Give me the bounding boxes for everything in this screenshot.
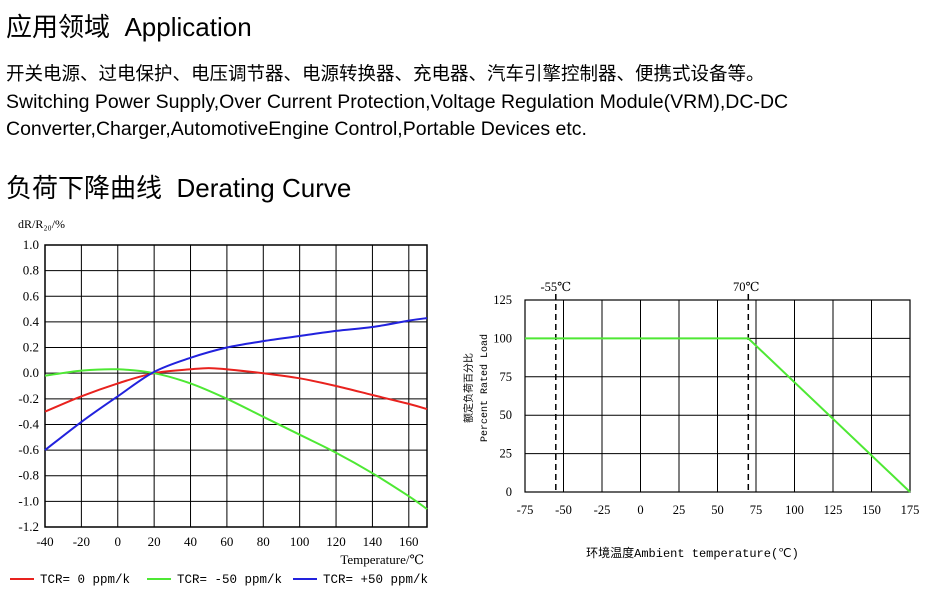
application-text-cn: 开关电源、过电保护、电压调节器、电源转换器、充电器、汽车引擎控制器、便携式设备等…	[6, 63, 765, 84]
x-tick-label: -25	[594, 503, 611, 517]
x-tick-label: 175	[901, 503, 920, 517]
y-tick-label: -0.2	[18, 391, 39, 406]
marker-label-1: -55℃	[540, 280, 571, 294]
y-tick-label: 125	[493, 293, 512, 307]
grid	[44, 244, 428, 528]
y-tick-label: 0.4	[23, 314, 40, 329]
y-tick-label: 1.0	[23, 237, 39, 252]
application-heading: 应用领域 Application	[6, 12, 252, 42]
application-text-en-line2: Converter,Charger,AutomotiveEngine Contr…	[6, 118, 587, 140]
derating-load-chart: -55℃ 70℃ 0 25 50 75 100 125 -75 -50 -25 0 25 50 75 100 1…	[462, 280, 920, 561]
x-tick-label: 150	[862, 503, 881, 517]
y-tick-label: 75	[500, 370, 513, 384]
x-tick-label: 80	[257, 534, 270, 549]
series-line-tcr-0	[44, 367, 428, 413]
legend-label-tcr-minus-50: TCR= -50 ppm/k	[177, 573, 282, 587]
grid	[524, 299, 911, 493]
y-tick-label: 0.2	[23, 340, 39, 355]
x-tick-label: 50	[711, 503, 724, 517]
application-title-en: Application	[124, 12, 252, 42]
x-tick-label: 125	[824, 503, 843, 517]
y-axis-label: dR/R₂₀/%	[18, 217, 65, 231]
y-tick-label: -1.0	[18, 493, 39, 508]
tcr-resistance-chart: 1.0 0.8 0.6 0.4 0.2 0.0 -0.2 -0.4 -0.6 -0.8 -1.0 -1…	[10, 217, 428, 587]
derating-heading: 负荷下降曲线 Derating Curve	[6, 173, 351, 203]
x-tick-label: 60	[220, 534, 233, 549]
x-axis-label: Temperature/℃	[340, 552, 424, 567]
derating-title-en: Derating Curve	[176, 173, 352, 203]
x-tick-label: 0	[115, 534, 122, 549]
x-tick-label: 25	[673, 503, 686, 517]
y-tick-label: 0.8	[23, 263, 39, 278]
series-line-tcr-minus-50	[44, 368, 428, 510]
y-tick-label: 50	[500, 408, 513, 422]
marker-label-2: 70℃	[733, 280, 760, 294]
x-tick-label: 100	[785, 503, 804, 517]
x-tick-label: 75	[750, 503, 763, 517]
derating-series-line	[525, 337, 911, 493]
derating-title-cn: 负荷下降曲线	[6, 173, 163, 203]
x-tick-label: 140	[363, 534, 383, 549]
x-axis-label: 环境温度Ambient temperature(℃)	[586, 545, 799, 561]
x-tick-label: 40	[184, 534, 197, 549]
x-tick-label: -40	[36, 534, 53, 549]
y-axis-label-en: Percent Rated Load	[479, 334, 491, 442]
series-line-tcr-plus-50	[44, 317, 428, 451]
y-axis-label-cn: 额定负荷百分比	[462, 353, 475, 423]
x-tick-label: -75	[517, 503, 534, 517]
plot-frame	[44, 244, 428, 528]
legend-label-tcr-plus-50: TCR= +50 ppm/k	[323, 573, 428, 587]
application-title-cn: 应用领域	[6, 12, 111, 42]
y-tick-label: -0.8	[18, 468, 39, 483]
y-tick-label: 0.0	[23, 365, 39, 380]
x-tick-label: 120	[326, 534, 346, 549]
x-tick-label: 20	[148, 534, 161, 549]
x-tick-label: -50	[555, 503, 572, 517]
x-tick-label: 100	[290, 534, 310, 549]
y-tick-label: 100	[493, 331, 512, 345]
y-tick-label: -0.6	[18, 442, 39, 457]
x-tick-label: -20	[73, 534, 90, 549]
x-tick-label: 160	[399, 534, 419, 549]
y-tick-label: 0.6	[23, 288, 40, 303]
y-tick-label: 25	[500, 447, 513, 461]
y-tick-label: 0	[506, 485, 512, 499]
y-tick-label: -1.2	[18, 519, 39, 534]
legend-label-tcr-0: TCR= 0 ppm/k	[40, 573, 130, 587]
application-text-en-line1: Switching Power Supply,Over Current Prot…	[6, 91, 789, 113]
y-tick-label: -0.4	[18, 416, 39, 431]
plot-frame	[524, 299, 911, 493]
x-tick-label: 0	[637, 503, 643, 517]
